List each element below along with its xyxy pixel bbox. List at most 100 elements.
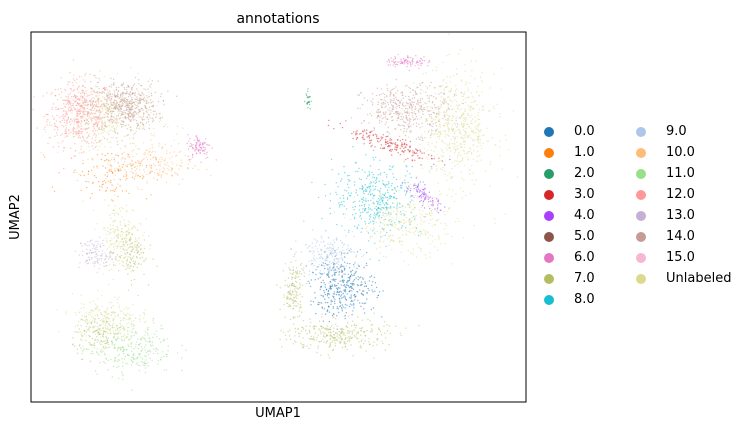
data-point [468,135,469,136]
data-point [458,124,459,125]
data-point [437,136,438,137]
data-point [463,130,464,131]
data-point [143,153,144,154]
data-point [105,331,106,332]
data-point [392,235,393,236]
data-point [461,146,462,147]
data-point [431,132,432,133]
data-point [429,114,430,115]
data-point [125,363,126,364]
data-point [443,62,444,63]
data-point [430,135,431,136]
data-point [324,184,325,185]
data-point [72,85,73,86]
data-point [124,174,125,175]
data-point [343,253,344,254]
data-point [479,119,480,120]
data-point [473,150,474,151]
data-point [416,189,417,190]
data-point [147,97,148,98]
data-point [134,225,135,226]
data-point [109,256,110,257]
data-point [407,188,408,189]
data-point [396,214,397,215]
data-point [117,106,118,107]
data-point [199,145,200,146]
data-point [98,88,99,89]
data-point [345,213,346,214]
data-point [118,246,119,247]
data-point [82,136,83,137]
data-point [101,314,102,315]
data-point [151,144,152,145]
data-point [98,133,99,134]
data-point [475,132,476,133]
data-point [127,267,128,268]
data-point [137,252,138,253]
data-point [392,173,393,174]
data-point [115,258,116,259]
data-point [101,253,102,254]
data-point [86,143,87,144]
data-point [354,218,355,219]
data-point [137,295,138,296]
data-point [406,115,407,116]
data-point [438,93,439,94]
data-point [143,99,144,100]
data-point [97,352,98,353]
data-point [496,104,497,105]
data-point [143,126,144,127]
data-point [448,122,449,123]
data-point [74,143,75,144]
data-point [151,152,152,153]
data-point [461,123,462,124]
data-point [89,245,90,246]
data-point [171,145,172,146]
data-point [205,138,206,139]
data-point [407,112,408,113]
data-point [112,259,113,260]
data-point [88,263,89,264]
data-point [429,124,430,125]
data-point [355,206,356,207]
data-point [428,154,429,155]
data-point [91,98,92,99]
data-point [464,150,465,151]
data-point [110,218,111,219]
data-point [456,68,457,69]
data-point [390,195,391,196]
data-point [405,211,406,212]
data-point [106,127,107,128]
data-point [371,115,372,116]
data-point [97,348,98,349]
data-point [464,131,465,132]
data-point [79,109,80,110]
data-point [132,257,133,258]
data-point [429,252,430,253]
data-point [96,116,97,117]
data-point [389,133,390,134]
data-point [356,278,357,279]
data-point [84,140,85,141]
data-point [133,260,134,261]
data-point [81,245,82,246]
data-point [74,117,75,118]
data-point [440,194,441,195]
data-point [108,181,109,182]
data-point [463,96,464,97]
data-point [166,354,167,355]
data-point [378,207,379,208]
data-point [126,249,127,250]
data-point [387,141,388,142]
data-point [133,210,134,211]
data-point [97,124,98,125]
data-point [134,252,135,253]
data-point [96,245,97,246]
data-point [468,151,469,152]
data-point [416,227,417,228]
data-point [154,133,155,134]
data-point [142,257,143,258]
data-point [105,256,106,257]
data-point [127,265,128,266]
data-point [60,108,61,109]
